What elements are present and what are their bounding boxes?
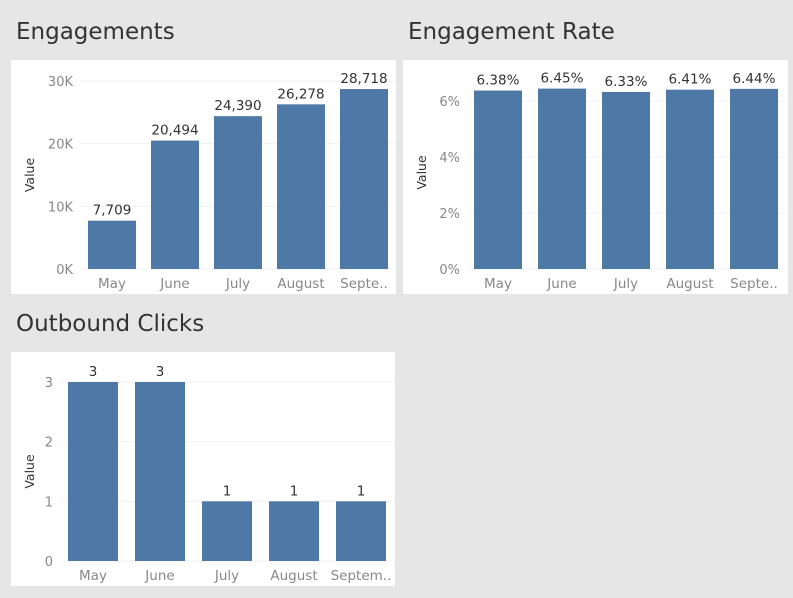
category-label: July: [225, 276, 250, 292]
y-tick-label: 2: [45, 436, 53, 451]
y-tick-label: 0: [45, 555, 53, 570]
data-label: 6.44%: [733, 71, 776, 87]
y-tick-label: 0K: [56, 263, 73, 278]
data-label: 1: [290, 483, 299, 499]
category-label: June: [159, 276, 189, 292]
data-label: 6.38%: [477, 73, 520, 89]
y-tick-label: 3: [45, 376, 53, 391]
y-tick-label: 1: [45, 495, 53, 510]
engagements-title: Engagements: [16, 19, 175, 45]
data-label: 28,718: [340, 71, 387, 87]
data-label: 6.45%: [541, 71, 584, 87]
y-axis-label: Value: [22, 158, 37, 193]
engagements-panel: 0K 10K 20K 30K Value 7,709 May 20,494 June 24,390…: [11, 60, 396, 294]
bar[interactable]: [214, 116, 262, 269]
y-tick-label: 30K: [48, 75, 74, 90]
bar[interactable]: [135, 382, 185, 561]
y-tick-label: 10K: [48, 200, 74, 215]
engagement-rate-chart: 0% 2% 4% 6% Value 6.38% May 6.45% June 6.33% July 6…: [414, 71, 788, 292]
bar[interactable]: [538, 88, 586, 269]
category-label: May: [484, 276, 512, 292]
data-label: 1: [223, 483, 232, 499]
engagements-chart: 0K 10K 20K 30K Value 7,709 May 20,494 June 24,390…: [22, 71, 396, 292]
category-label: Septe..: [340, 276, 388, 292]
data-label: 26,278: [277, 86, 324, 102]
category-label: June: [144, 568, 174, 584]
y-axis-label: Value: [414, 155, 429, 190]
bar[interactable]: [68, 382, 118, 561]
data-label: 6.33%: [605, 74, 648, 90]
bar[interactable]: [88, 220, 136, 269]
category-label: July: [214, 568, 239, 584]
category-label: August: [666, 276, 713, 292]
category-label: August: [277, 276, 324, 292]
bar[interactable]: [730, 88, 778, 269]
bar[interactable]: [151, 140, 199, 269]
engagement-rate-title: Engagement Rate: [408, 19, 615, 45]
outbound-clicks-panel: 0 1 2 3 Value 3 May 3 June 1 July 1 August 1 Septem..: [11, 352, 395, 586]
bar[interactable]: [336, 501, 386, 561]
bar[interactable]: [340, 89, 388, 269]
bar[interactable]: [269, 501, 319, 561]
y-tick-label: 2%: [439, 207, 460, 222]
data-label: 7,709: [93, 203, 132, 219]
bar[interactable]: [202, 501, 252, 561]
category-label: May: [79, 568, 107, 584]
category-label: Septe..: [730, 276, 778, 292]
bar[interactable]: [277, 104, 325, 270]
y-tick-label: 0%: [439, 263, 460, 278]
y-axis-label: Value: [22, 454, 37, 489]
y-tick-label: 4%: [439, 151, 460, 166]
category-label: August: [270, 568, 317, 584]
data-label: 24,390: [214, 98, 261, 114]
data-label: 6.41%: [669, 72, 712, 88]
category-label: May: [98, 276, 126, 292]
category-label: July: [613, 276, 638, 292]
data-label: 20,494: [151, 123, 198, 139]
outbound-clicks-title: Outbound Clicks: [16, 311, 205, 337]
engagement-rate-panel: 0% 2% 4% 6% Value 6.38% May 6.45% June 6.33% July 6…: [403, 60, 788, 294]
bar[interactable]: [666, 89, 714, 269]
category-label: June: [546, 276, 576, 292]
category-label: Septem..: [331, 568, 392, 584]
bar[interactable]: [602, 91, 650, 269]
y-tick-label: 6%: [439, 95, 460, 110]
y-tick-label: 20K: [48, 138, 74, 153]
data-label: 3: [89, 364, 98, 380]
data-label: 3: [156, 364, 165, 380]
outbound-clicks-chart: 0 1 2 3 Value 3 May 3 June 1 July 1 August 1 Septem..: [22, 364, 395, 584]
bar[interactable]: [474, 90, 522, 270]
data-label: 1: [357, 483, 366, 499]
